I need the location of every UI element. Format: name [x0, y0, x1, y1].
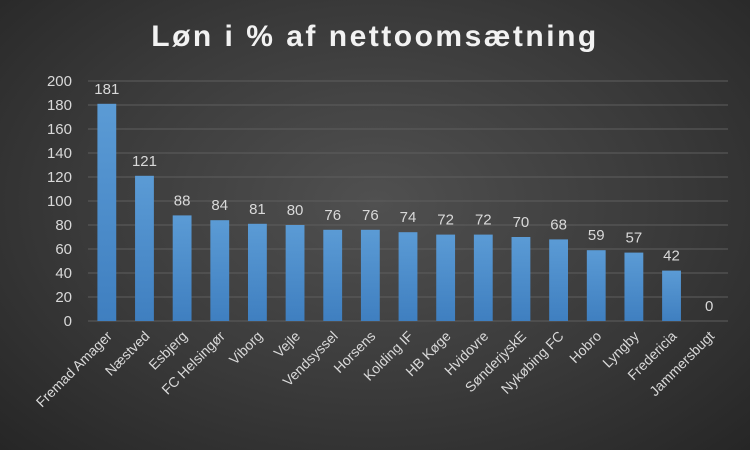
data-label: 59 — [588, 227, 605, 244]
bar — [248, 223, 267, 321]
bar — [473, 234, 493, 321]
data-label: 84 — [211, 197, 228, 214]
bar — [586, 250, 606, 321]
bar — [97, 103, 117, 321]
y-tick-label: 140 — [47, 145, 72, 162]
data-label: 80 — [287, 202, 304, 219]
y-tick-label: 40 — [55, 265, 72, 282]
data-label: 68 — [550, 216, 567, 233]
data-label: 76 — [324, 207, 341, 224]
data-label: 74 — [400, 209, 417, 226]
bar — [398, 232, 418, 321]
y-tick-label: 200 — [47, 73, 72, 90]
bar — [549, 239, 568, 321]
bar — [436, 234, 456, 321]
data-label: 121 — [132, 153, 157, 170]
y-tick-label: 60 — [55, 241, 72, 258]
data-label: 81 — [249, 201, 266, 218]
bar — [210, 220, 230, 321]
chart-title: Løn i % af nettoomsætning — [151, 20, 599, 53]
bar — [285, 225, 305, 321]
data-label: 72 — [475, 212, 492, 229]
y-tick-label: 180 — [47, 97, 72, 114]
data-label: 0 — [705, 298, 713, 315]
bar — [360, 229, 380, 321]
bar — [662, 270, 681, 321]
data-label: 57 — [626, 230, 643, 247]
x-tick-label: Viborg — [226, 328, 266, 368]
y-tick-label: 20 — [55, 289, 72, 306]
data-label: 181 — [94, 81, 119, 98]
bar — [624, 252, 644, 321]
data-label: 76 — [362, 207, 379, 224]
y-tick-label: 0 — [64, 313, 72, 330]
data-label: 72 — [437, 212, 454, 229]
bar — [172, 215, 192, 321]
y-tick-label: 160 — [47, 121, 72, 138]
x-tick-label: Vejle — [270, 328, 303, 361]
y-tick-label: 120 — [47, 169, 72, 186]
bar — [323, 229, 343, 321]
data-label: 42 — [663, 248, 680, 265]
y-tick-label: 100 — [47, 193, 72, 210]
data-label: 88 — [174, 192, 191, 209]
bar — [135, 175, 154, 321]
data-label: 70 — [513, 214, 530, 231]
bar — [511, 237, 531, 321]
y-tick-label: 80 — [55, 217, 72, 234]
